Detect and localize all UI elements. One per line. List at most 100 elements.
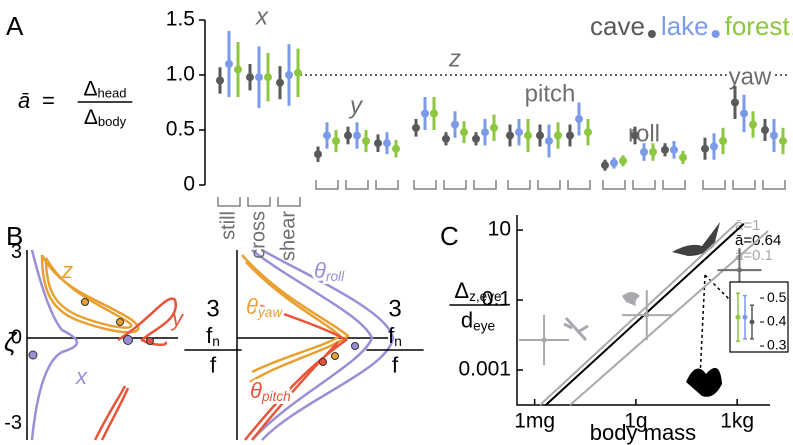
- subscript: roll: [326, 269, 345, 284]
- point: [392, 144, 400, 153]
- point: [323, 131, 331, 140]
- x-tick-label: 3: [206, 295, 219, 322]
- x-label: body mass: [590, 420, 696, 445]
- bracket: [732, 180, 756, 190]
- point: [216, 76, 224, 85]
- curve: [117, 297, 178, 346]
- text-part: f: [206, 323, 213, 348]
- panel-label: C: [440, 221, 459, 251]
- point: [731, 98, 739, 107]
- subscript: eye: [473, 318, 495, 333]
- y-label-denominator: deye: [461, 307, 495, 333]
- equation-numerator: Δhead: [84, 77, 127, 101]
- point: [644, 312, 650, 318]
- y-tick-label: 0.5: [166, 118, 195, 141]
- point: [412, 123, 420, 132]
- point: [255, 73, 263, 82]
- bracket: [277, 197, 301, 207]
- y-tick-label: 0: [11, 326, 22, 348]
- y-label-numerator: Δz,eye: [454, 278, 501, 304]
- x-label-numerator: fn: [388, 323, 402, 349]
- inset-point: [749, 319, 755, 325]
- bracket: [632, 180, 656, 190]
- bracket: [507, 180, 531, 190]
- bracket: [567, 180, 591, 190]
- x-label-denominator: f: [392, 352, 399, 377]
- equation-equals: =: [42, 88, 55, 113]
- x-tick-label: cross: [247, 211, 269, 259]
- point: [515, 128, 523, 137]
- curve: [93, 385, 130, 441]
- point: [719, 137, 727, 145]
- point: [541, 337, 547, 343]
- point: [451, 120, 459, 129]
- point: [619, 156, 627, 165]
- x-tick-label: still: [217, 211, 239, 240]
- point: [460, 128, 468, 137]
- connector: [699, 274, 731, 379]
- bracket: [762, 180, 786, 190]
- subscript: z,eye: [469, 288, 502, 303]
- group-label: pitch: [525, 80, 576, 107]
- point: [740, 109, 748, 118]
- point: [490, 123, 498, 132]
- curve-label: θroll: [314, 258, 345, 284]
- bracket: [473, 180, 497, 190]
- text-part: d: [461, 307, 473, 332]
- x-tick-label: 1g: [624, 410, 647, 433]
- curve-label: x: [75, 364, 88, 389]
- curve: [251, 249, 374, 441]
- point: [344, 131, 352, 140]
- reference-line: [569, 230, 769, 406]
- point: [779, 137, 787, 145]
- point: [383, 139, 391, 148]
- point: [661, 145, 669, 154]
- group-label: x: [255, 3, 269, 30]
- group-label: y: [348, 92, 364, 119]
- point: [761, 126, 769, 134]
- point: [770, 131, 778, 140]
- axis: [236, 250, 388, 440]
- point: [353, 131, 361, 140]
- inset-tick-label: 0.4: [767, 313, 787, 329]
- axis: [26, 250, 178, 440]
- x-tick-label: 1kg: [720, 410, 754, 433]
- point: [264, 73, 272, 82]
- panel-label: B: [6, 221, 23, 251]
- subscript: yaw: [257, 305, 283, 320]
- bracket: [602, 180, 626, 190]
- dots: [319, 342, 359, 366]
- point: [421, 109, 429, 118]
- text-part: f: [392, 352, 399, 377]
- group-label: yaw: [729, 63, 772, 90]
- curve: [44, 257, 133, 329]
- bracket: [315, 180, 339, 190]
- heron: [672, 222, 720, 256]
- bracket: [375, 180, 399, 190]
- equation-denominator: Δbody: [84, 105, 127, 129]
- curve-label: y: [170, 306, 185, 331]
- point: [554, 131, 562, 140]
- legend-label: cave: [590, 11, 645, 41]
- legend-dot: [711, 30, 720, 38]
- x-tick-label: 3: [388, 295, 401, 322]
- hummingbird: [622, 292, 640, 306]
- curve: [261, 248, 395, 441]
- y-tick-label: 1.0: [166, 63, 195, 86]
- y-tick-label: 1.5: [166, 8, 195, 31]
- point: [524, 131, 532, 140]
- point: [649, 148, 657, 156]
- curve-label: θpitch: [250, 378, 291, 404]
- inset-tick-label: 0.3: [767, 337, 787, 353]
- legend-label: lake: [661, 11, 709, 41]
- text-part: θ: [246, 294, 258, 319]
- point: [294, 68, 302, 77]
- point: [314, 150, 322, 159]
- subscript: n: [394, 333, 402, 348]
- point: [601, 161, 609, 170]
- y-tick-label: 3: [11, 241, 22, 263]
- point: [506, 131, 514, 140]
- point: [701, 144, 709, 153]
